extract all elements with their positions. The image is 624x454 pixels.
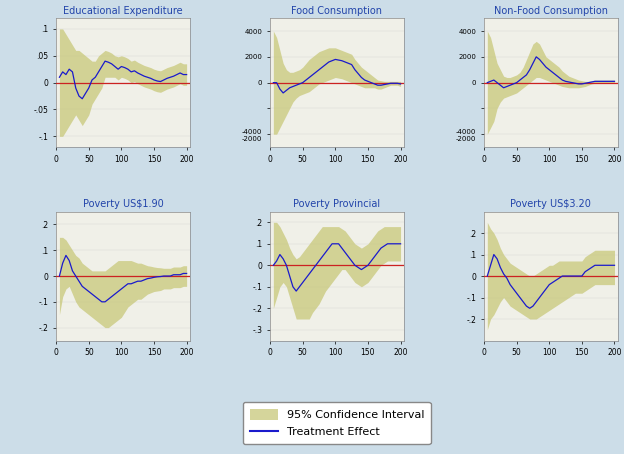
Legend: 95% Confidence Interval, Treatment Effect: 95% Confidence Interval, Treatment Effec… — [243, 402, 431, 444]
Title: Poverty US$3.20: Poverty US$3.20 — [510, 199, 592, 209]
Title: Food Consumption: Food Consumption — [291, 6, 383, 16]
Title: Educational Expenditure: Educational Expenditure — [63, 6, 183, 16]
Title: Poverty US$1.90: Poverty US$1.90 — [82, 199, 163, 209]
Title: Non-Food Consumption: Non-Food Consumption — [494, 6, 608, 16]
Title: Poverty Provincial: Poverty Provincial — [293, 199, 381, 209]
